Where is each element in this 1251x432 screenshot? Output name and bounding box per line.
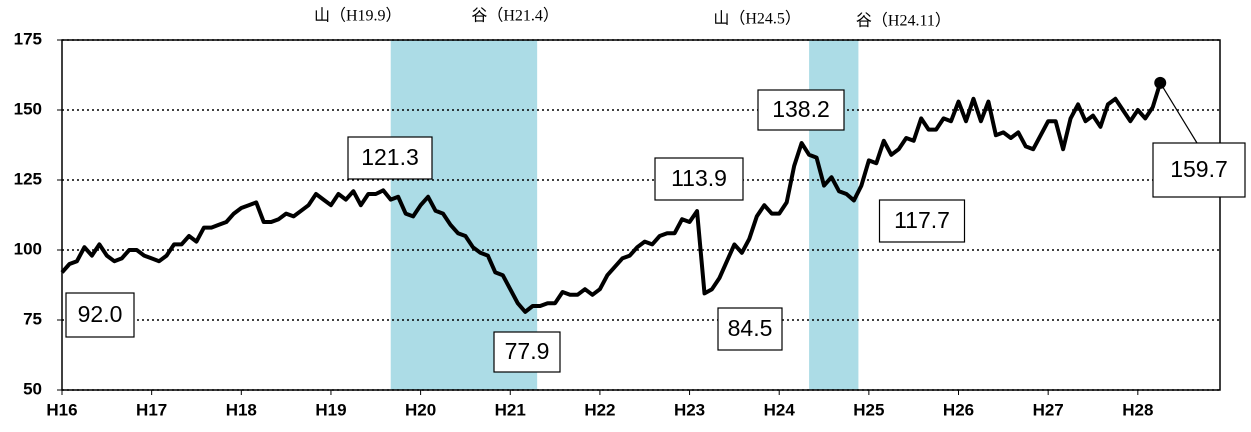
- value-label: 138.2: [772, 96, 830, 122]
- x-tick-label: H17: [136, 400, 167, 419]
- value-label: 117.7: [894, 207, 950, 233]
- y-tick-label: 75: [23, 309, 42, 328]
- x-tick-label: H21: [495, 400, 526, 419]
- x-tick-label: H24: [764, 400, 796, 419]
- value-label: 84.5: [728, 315, 773, 341]
- value-label-box: [493, 331, 561, 373]
- end-marker: [1154, 76, 1167, 89]
- value-label: 113.9: [671, 165, 727, 191]
- data-line: [60, 82, 1163, 314]
- x-tick-label: H26: [943, 400, 974, 419]
- value-label: 92.0: [78, 301, 123, 327]
- value-label-box: [757, 89, 845, 131]
- x-tick-label: H19: [315, 400, 346, 419]
- value-label-box: [1152, 142, 1246, 198]
- value-label-box: [654, 157, 744, 201]
- value-label-box: [347, 136, 433, 180]
- trough-label: 谷（H24.11）: [856, 12, 951, 30]
- x-tick-label: H27: [1033, 400, 1064, 419]
- peak-label: 山（H24.5）: [713, 10, 801, 28]
- y-tick-label: 125: [14, 169, 42, 188]
- trough-label: 谷（H21.4）: [471, 7, 559, 25]
- value-label: 121.3: [361, 144, 419, 170]
- x-tick-label: H23: [674, 400, 705, 419]
- value-label-box: [65, 292, 135, 338]
- leader-line: [1159, 82, 1198, 144]
- peak-label: 山（H19.9）: [314, 7, 402, 25]
- plot-frame: [61, 39, 1221, 391]
- value-label: 77.9: [505, 338, 550, 364]
- value-label-box: [878, 199, 966, 243]
- x-tick-label: H25: [853, 400, 884, 419]
- x-tick-label: H22: [584, 400, 615, 419]
- x-tick-label: H28: [1122, 400, 1153, 419]
- y-tick-label: 150: [14, 99, 42, 118]
- value-label: 159.7: [1170, 156, 1228, 182]
- x-tick-label: H16: [46, 400, 77, 419]
- y-tick-label: 175: [14, 29, 42, 48]
- y-tick-label: 50: [23, 379, 42, 398]
- x-tick-label: H20: [405, 400, 436, 419]
- x-tick-label: H18: [226, 400, 257, 419]
- y-tick-label: 100: [14, 239, 42, 258]
- value-label-box: [717, 307, 783, 351]
